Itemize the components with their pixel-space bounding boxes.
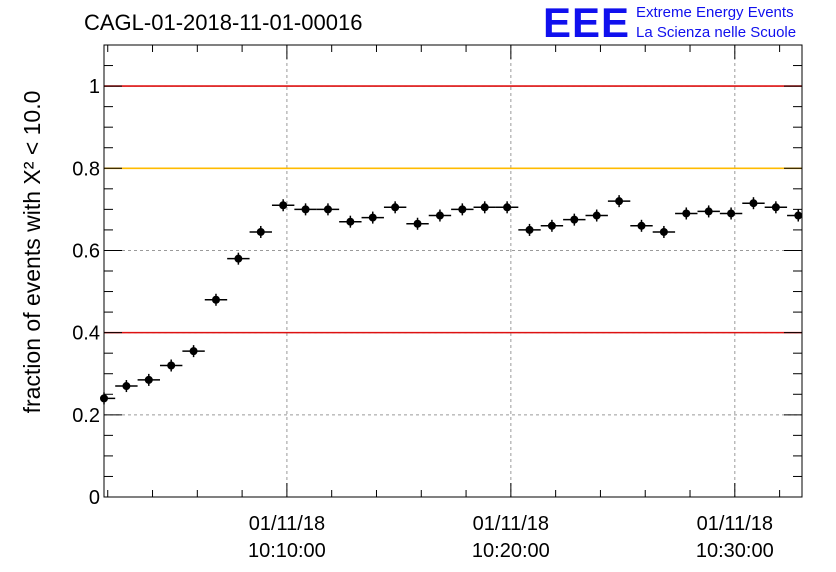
data-point	[301, 205, 310, 214]
y-tick-label: 0.2	[72, 405, 100, 427]
x-tick-label-time: 10:10:00	[248, 540, 326, 562]
data-point	[211, 295, 220, 304]
x-tick-label-date: 01/11/18	[697, 513, 773, 535]
x-tick-label-time: 10:30:00	[696, 540, 774, 562]
chart-title: CAGL-01-2018-11-01-00016	[84, 10, 363, 35]
data-point	[167, 361, 176, 370]
data-point	[659, 227, 668, 236]
x-tick-label-time: 10:20:00	[472, 540, 550, 562]
data-point	[682, 209, 691, 218]
data-point	[144, 375, 153, 384]
data-point	[234, 254, 243, 263]
data-point	[323, 205, 332, 214]
data-point	[592, 211, 601, 220]
data-point	[256, 227, 265, 236]
x-tick-label-date: 01/11/18	[249, 513, 325, 535]
data-point	[637, 221, 646, 230]
data-point	[615, 197, 624, 206]
y-axis-label: fraction of events with X² < 10.0	[19, 91, 45, 414]
data-point	[727, 209, 736, 218]
data-point	[189, 347, 198, 356]
logo-mark: EEE	[543, 0, 631, 46]
data-point	[547, 221, 556, 230]
axis-ticks	[104, 44, 802, 498]
data-point	[391, 203, 400, 212]
data-point	[570, 215, 579, 224]
reference-lines	[104, 85, 802, 334]
logo-tagline-2: La Scienza nelle Scuole	[636, 24, 797, 41]
grid	[104, 45, 802, 498]
data-point	[368, 213, 377, 222]
y-tick-label: 0	[89, 487, 100, 509]
logo-tagline-1: Extreme Energy Events	[636, 4, 794, 21]
data-point	[279, 201, 288, 210]
tick-labels: 0 0.2 0.4 0.6 0.8 1 01/11/18 10:10:00 01/11/18 10…	[72, 76, 774, 562]
y-tick-label: 0.4	[72, 323, 100, 345]
data-point	[480, 203, 489, 212]
data-point	[346, 217, 355, 226]
data-point	[435, 211, 444, 220]
y-tick-label: 0.8	[72, 158, 100, 180]
y-tick-label: 0.6	[72, 240, 100, 262]
data-point	[413, 219, 422, 228]
plot-frame	[103, 44, 803, 498]
data-point	[503, 203, 512, 212]
data-point	[704, 207, 713, 216]
x-tick-label-date: 01/11/18	[473, 513, 549, 535]
data-point	[122, 382, 131, 391]
data-point	[525, 225, 534, 234]
y-tick-label: 1	[89, 76, 100, 98]
data-point	[794, 211, 803, 220]
data-point	[771, 203, 780, 212]
data-points	[100, 195, 803, 405]
data-point	[749, 199, 758, 208]
data-point	[458, 205, 467, 214]
